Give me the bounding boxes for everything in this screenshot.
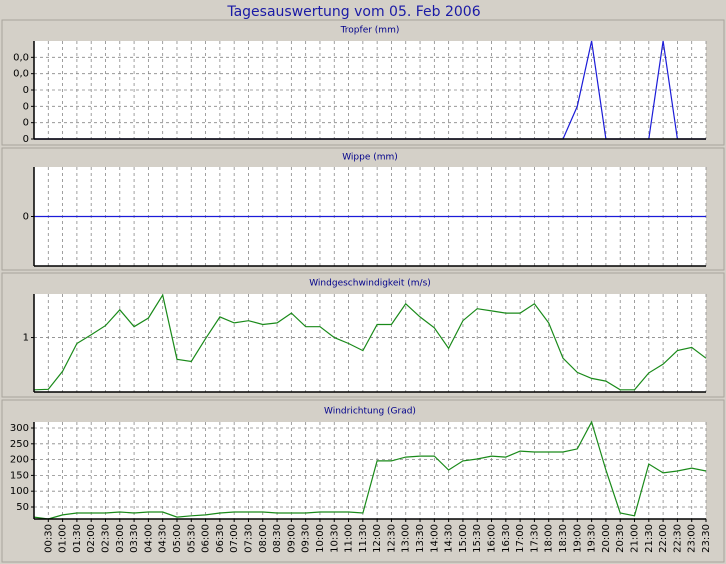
y-tick-label: 50 [16,502,29,513]
y-tick-label: 0,0 [13,69,29,80]
data-line [33,420,707,520]
y-tick-label: 0 [23,101,29,112]
data-line [33,293,707,391]
x-tick-label: 03:00 [115,524,126,553]
x-tick-label: 08:30 [272,524,283,553]
x-tick-label: 05:30 [186,524,197,553]
x-tick-label: 16:00 [487,524,498,553]
x-tick-label: 06:00 [201,524,212,553]
plot-area [34,294,706,392]
x-tick-label: 09:00 [286,524,297,553]
x-tick-label: 01:00 [58,524,69,553]
x-tick-label: 05:00 [172,524,183,553]
panel-title: Windgeschwindigkeit (m/s) [309,279,431,289]
x-tick-label: 21:00 [630,524,641,553]
x-tick-label: 10:00 [315,524,326,553]
x-tick-label: 23:00 [687,524,698,553]
x-tick-label: 04:00 [143,524,154,553]
x-tick-label: 02:00 [86,524,97,553]
y-tick-label: 200 [10,455,29,466]
x-tick-label: 21:30 [644,524,655,553]
y-tick-label: 100 [10,486,29,497]
x-tick-label: 15:00 [458,524,469,553]
y-tick-label: 0 [23,212,29,223]
x-tick-label: 20:00 [601,524,612,553]
x-tick-label: 18:30 [558,524,569,553]
x-tick-label: 02:30 [100,524,111,553]
x-tick-label: 22:00 [658,524,669,553]
plot-area [34,422,706,519]
x-tick-label: 04:30 [158,524,169,553]
x-tick-label: 16:30 [501,524,512,553]
x-tick-label: 09:30 [301,524,312,553]
y-tick-label: 150 [10,470,29,481]
x-tick-label: 14:30 [444,524,455,553]
x-tick-label: 17:30 [529,524,540,553]
x-tick-label: 07:00 [229,524,240,553]
y-tick-label: 0 [23,118,29,129]
x-tick-label: 08:00 [258,524,269,553]
y-tick-label: 300 [10,423,29,434]
x-tick-label: 17:00 [515,524,526,553]
x-tick-label: 14:00 [429,524,440,553]
x-tick-label: 03:30 [129,524,140,553]
y-tick-label: 1 [23,333,29,344]
x-tick-label: 13:00 [401,524,412,553]
x-tick-label: 13:30 [415,524,426,553]
x-tick-label: 11:30 [358,524,369,553]
x-tick-label: 10:30 [329,524,340,553]
panel-title: Tropfer (mm) [340,26,400,36]
x-tick-label: 19:00 [572,524,583,553]
x-tick-label: 12:30 [386,524,397,553]
panel-title: Wippe (mm) [342,153,398,163]
x-tick-label: 11:00 [344,524,355,553]
x-tick-label: 15:30 [472,524,483,553]
x-tick-label: 19:30 [587,524,598,553]
panel-title: Windrichtung (Grad) [324,407,416,417]
y-tick-label: 0 [23,134,29,145]
x-tick-label: 01:30 [72,524,83,553]
x-tick-label: 18:00 [544,524,555,553]
page-title: Tagesauswertung vom 05. Feb 2006 [226,4,480,20]
x-tick-label: 23:30 [701,524,712,553]
x-tick-label: 06:30 [215,524,226,553]
x-tick-label: 22:30 [672,524,683,553]
x-tick-label: 07:30 [243,524,254,553]
x-tick-label: 12:00 [372,524,383,553]
x-tick-label: 00:30 [43,524,54,553]
y-tick-label: 250 [10,439,29,450]
x-tick-label: 20:30 [615,524,626,553]
y-tick-label: 0 [23,85,29,96]
y-tick-label: 0,0 [13,52,29,63]
